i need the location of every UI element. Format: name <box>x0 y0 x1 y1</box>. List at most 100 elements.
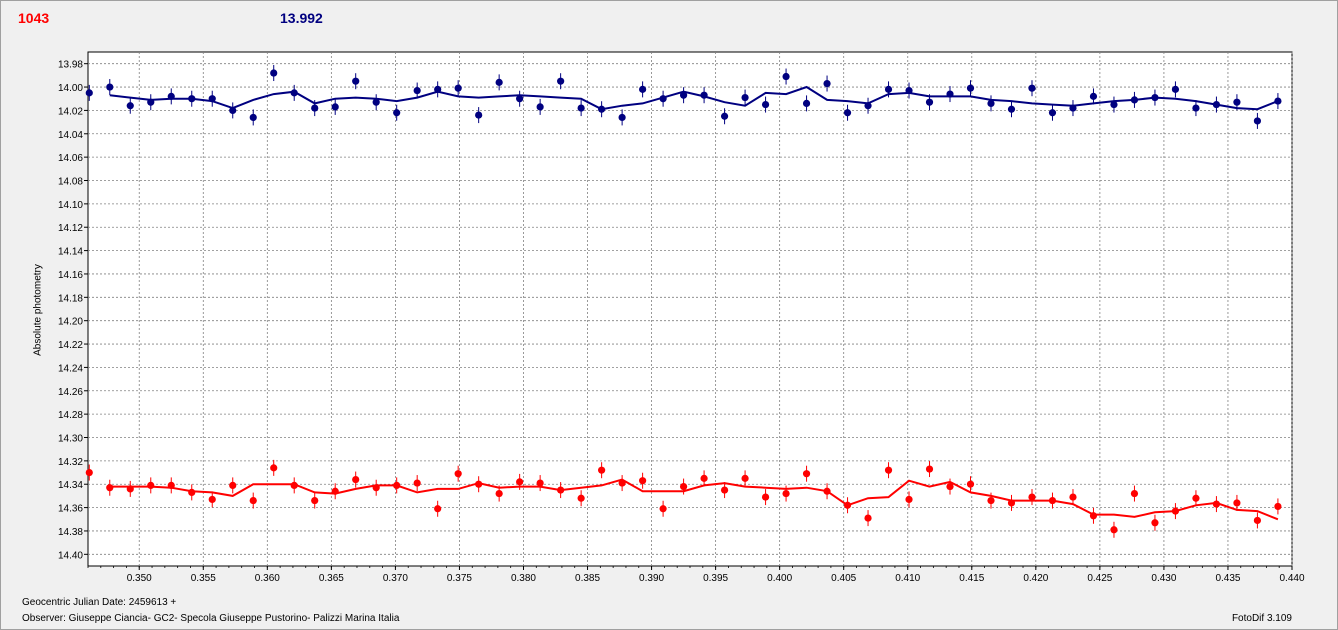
y-tick-label: 13.98 <box>58 60 83 71</box>
series-0-point <box>495 78 503 86</box>
series-0-point <box>536 103 544 111</box>
series-0 <box>85 65 1282 129</box>
series-1-point <box>475 480 483 488</box>
x-tick-label: 0.425 <box>1087 573 1112 584</box>
series-0-point <box>1089 92 1098 100</box>
y-tick-label: 14.24 <box>58 363 83 374</box>
series-1-point <box>557 486 565 494</box>
reference-magnitude-label: 13.992 <box>280 10 323 26</box>
series-0-point <box>331 103 339 111</box>
series-0-point <box>1069 104 1077 112</box>
series-0-point <box>270 69 278 77</box>
series-0-point <box>106 83 114 91</box>
series-0-point <box>290 89 298 97</box>
series-0-point <box>966 84 975 92</box>
series-0-point <box>1274 97 1282 105</box>
series-1-point <box>1089 512 1098 520</box>
series-0-point <box>905 86 913 95</box>
y-tick-label: 14.16 <box>58 270 83 281</box>
series-1-point <box>331 487 339 495</box>
series-0-point <box>720 112 729 120</box>
series-1-point <box>536 479 544 487</box>
series-1-point <box>249 496 257 505</box>
series-1-point <box>700 474 708 482</box>
series-1-point <box>720 486 729 494</box>
x-tick-label: 0.440 <box>1279 573 1304 584</box>
series-1-point <box>188 488 196 497</box>
series-0-point <box>1233 98 1241 106</box>
series-0-point <box>85 89 93 97</box>
series-1-point <box>679 482 688 491</box>
series-1-point <box>987 496 995 505</box>
series-1-point <box>372 484 380 492</box>
y-tick-label: 14.12 <box>58 223 83 234</box>
series-1-point <box>270 464 278 472</box>
y-axis-label: Absolute photometry <box>32 264 44 356</box>
series-0-point <box>475 111 483 119</box>
x-tick-label: 0.365 <box>319 573 344 584</box>
series-0-point <box>618 113 626 122</box>
series-0-point <box>229 106 237 115</box>
x-tick-label: 0.405 <box>831 573 856 584</box>
series-1-point <box>1253 516 1262 525</box>
series-1-point <box>1028 493 1036 501</box>
series-0-point <box>208 95 216 103</box>
series-1-point <box>761 493 770 501</box>
x-tick-label: 0.435 <box>1215 573 1240 584</box>
series-1-point <box>352 475 360 484</box>
series-1-point <box>823 487 831 495</box>
series-0-point <box>598 105 606 113</box>
series-1-point <box>1233 499 1241 507</box>
series-0-fit-line <box>109 85 1279 111</box>
series-0-point <box>700 91 708 99</box>
x-tick-label: 0.430 <box>1151 573 1176 584</box>
series-1-point <box>454 470 462 478</box>
series-1-point <box>495 489 503 498</box>
series-0-point <box>741 93 749 102</box>
series-0-point <box>925 98 934 106</box>
series-1-point <box>802 470 811 478</box>
series-1-point <box>106 484 114 492</box>
series-1-point <box>925 465 934 473</box>
series-1-point <box>659 505 667 513</box>
x-tick-label: 0.400 <box>767 573 792 584</box>
series-1-point <box>966 480 975 488</box>
series-0-point <box>577 104 585 112</box>
x-tick-label: 0.395 <box>703 573 728 584</box>
series-1-point <box>1110 526 1118 534</box>
series-0-point <box>413 86 421 95</box>
y-tick-label: 14.36 <box>58 504 83 515</box>
series-0-point <box>782 72 790 81</box>
series-0-point <box>823 79 831 88</box>
star-id-label: 1043 <box>18 10 50 26</box>
series-0-point <box>249 113 257 122</box>
series-1-point <box>311 496 319 505</box>
series-1-point <box>639 477 647 485</box>
series-0-point <box>188 95 196 103</box>
series-0-point <box>454 84 462 92</box>
series-1-point <box>884 466 893 474</box>
x-tick-label: 0.385 <box>575 573 600 584</box>
y-tick-label: 14.06 <box>58 153 83 164</box>
series-1-point <box>1130 489 1139 498</box>
x-tick-label: 0.360 <box>255 573 280 584</box>
julian-date-label: Geocentric Julian Date: 2459613 + <box>22 597 177 608</box>
series-1-point <box>434 505 442 513</box>
series-1-point <box>147 481 155 489</box>
series-0-point <box>352 77 360 85</box>
series-0-point <box>843 109 852 117</box>
series-0-point <box>126 102 134 110</box>
series-1-point <box>1069 493 1077 501</box>
y-tick-label: 14.00 <box>58 83 83 94</box>
series-0-point <box>659 95 667 103</box>
y-tick-label: 14.18 <box>58 293 83 304</box>
series-0-point <box>802 99 811 107</box>
x-tick-label: 0.355 <box>191 573 216 584</box>
x-tick-label: 0.370 <box>383 573 408 584</box>
plot-area <box>87 51 1293 567</box>
series-1-point <box>208 495 216 504</box>
series-0-point <box>1007 105 1016 113</box>
y-tick-label: 14.10 <box>58 200 83 211</box>
series-1-point <box>1274 502 1282 511</box>
series-0-point <box>864 102 872 110</box>
